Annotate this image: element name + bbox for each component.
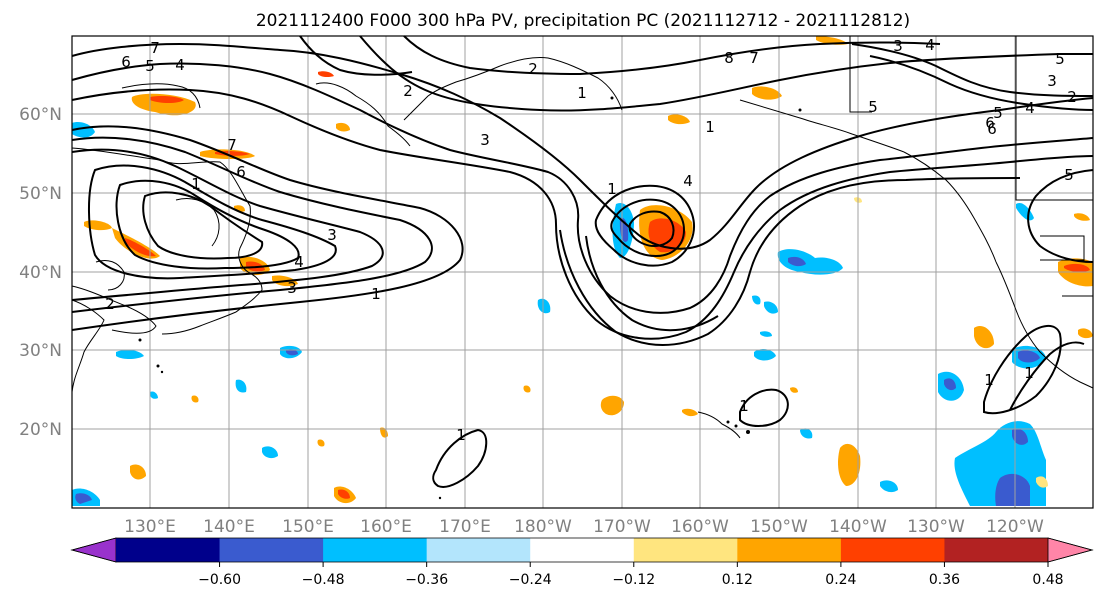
pv-contour-label: 2 [1067,88,1077,106]
pv-contour-label: 1 [191,175,201,193]
lon-label: 130°W [907,517,965,537]
pv-contour-label: 6 [985,114,995,132]
pv-contour-label: 6 [236,163,246,181]
lat-label: 60°N [19,105,62,125]
pv-contour-label: 1 [371,285,381,303]
lon-label: 150°E [282,517,334,537]
pv-contour-label: 2 [528,60,538,78]
lon-label: 150°W [750,517,808,537]
lon-label: 170°W [593,517,651,537]
pv-contour-label: 3 [480,131,490,149]
colorbar-segment [840,538,945,562]
pv-contours [71,35,1094,488]
graticule [72,36,1093,508]
colorbar-tick-label: −0.48 [302,572,345,588]
precipitation-shading [72,36,1093,506]
lon-label: 180°W [514,517,572,537]
longitude-labels: 130°E 140°E 150°E 160°E 170°E 180°W 170°… [124,517,1044,537]
colorbar-segment [633,538,738,562]
colorbar-segment [116,538,221,562]
lon-label: 120°W [986,517,1044,537]
pv-contour-label: 1 [705,118,715,136]
colorbar-segment [737,538,842,562]
lon-label: 140°E [203,517,255,537]
lon-label: 170°E [439,517,491,537]
pv-contour-label: 3 [287,279,297,297]
colorbar-tick-label: −0.60 [198,572,241,588]
pv-contour-label: 5 [1064,166,1074,184]
lon-label: 130°E [124,517,176,537]
colorbar-tick-label: 0.24 [825,572,856,588]
colorbar-extend-low [70,537,117,563]
lat-label: 50°N [19,184,62,204]
pv-contour-label: 3 [893,37,903,55]
colorbar-tick-label: −0.12 [612,572,655,588]
colorbar-tick-label: 0.12 [722,572,753,588]
lon-label: 140°W [829,517,887,537]
pv-contour-label: 7 [150,39,160,57]
pv-contour-label: 4 [1025,99,1035,117]
colorbar-extend-high [1047,537,1094,563]
colorbar-segment [426,538,531,562]
pv-contour-label: 2 [403,82,413,100]
pv-contour-label: 6 [121,53,131,71]
pv-contour-label: 1 [456,426,466,444]
pv-contour-label: 1 [607,180,617,198]
colorbar-segment [323,538,428,562]
pv-contour-label: 1 [577,84,587,102]
colorbar-segment [530,538,635,562]
colorbar: −0.60 −0.48 −0.36 −0.24 −0.12 0.12 0.24 0.36 0.4… [70,537,1094,588]
colorbar-tick-label: −0.24 [509,572,552,588]
map-frame [71,35,1094,509]
pv-contour-label: 4 [925,36,935,54]
pv-contour-label: 1 [739,397,749,415]
colorbar-tick-label: −0.36 [405,572,448,588]
pv-contour-label: 2 [105,295,115,313]
pv-contour-label: 1 [1024,364,1034,382]
pv-contour-label: 4 [175,56,185,74]
colorbar-segment [944,538,1049,562]
pv-contour-label: 3 [1047,72,1057,90]
island-marks [138,96,802,500]
lat-label: 30°N [19,341,62,361]
lon-label: 160°E [360,517,412,537]
pv-contour-label: 7 [749,49,759,67]
pv-contour-label: 5 [868,98,878,116]
pv-contour-label: 5 [145,57,155,75]
pv-contour-label: 5 [993,104,1003,122]
pv-contour-label: 5 [1055,50,1065,68]
chart-title: 2021112400 F000 300 hPa PV, precipitatio… [256,11,910,31]
pv-contour-label: 4 [683,172,693,190]
pv-contour-label: 4 [294,253,304,271]
colorbar-tick-label: 0.36 [929,572,960,588]
colorbar-tick-label: 0.48 [1032,572,1063,588]
latitude-labels: 60°N 50°N 40°N 30°N 20°N [19,105,62,440]
pv-contour-label: 7 [227,136,237,154]
pv-contour-label: 3 [327,226,337,244]
lat-label: 20°N [19,420,62,440]
lon-label: 160°W [671,517,729,537]
pv-contour-label: 6 [987,120,997,138]
pv-contour-label: 8 [724,49,734,67]
lat-label: 40°N [19,263,62,283]
pv-contour-label: 1 [984,371,994,389]
colorbar-segment [219,538,324,562]
